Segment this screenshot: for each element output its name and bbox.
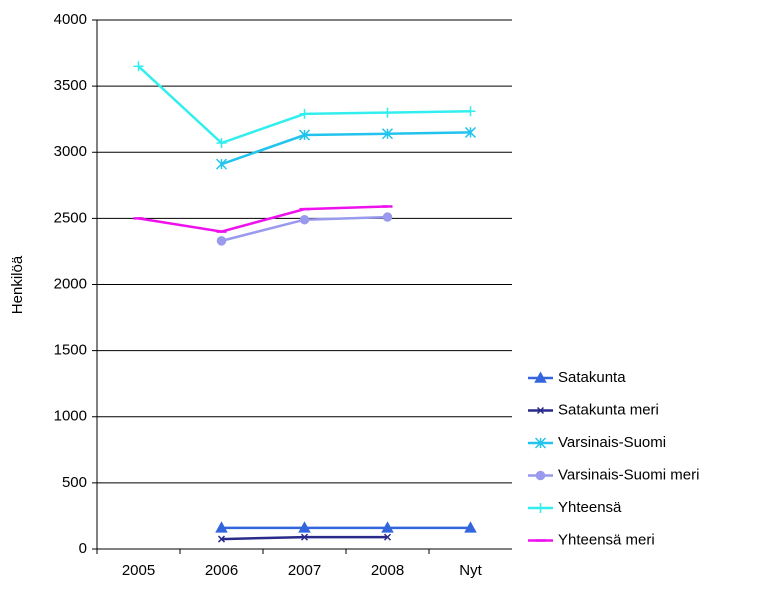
marker	[534, 437, 547, 449]
marker	[215, 158, 228, 170]
x-tick-label: 2008	[371, 562, 404, 579]
marker	[535, 470, 546, 481]
legend-label: Yhteensä meri	[558, 531, 655, 548]
marker	[298, 521, 311, 533]
marker	[300, 533, 309, 541]
legend-label: Varsinais-Suomi meri	[558, 466, 699, 483]
series-line	[221, 131, 471, 166]
marker	[535, 503, 546, 513]
marker	[382, 212, 393, 222]
marker	[536, 406, 545, 415]
marker	[381, 128, 394, 140]
x-tick-label: Nyt	[459, 562, 482, 579]
legend-label: Varsinais-Suomi	[558, 434, 666, 451]
legend-label: Satakunta meri	[558, 401, 659, 418]
marker	[215, 521, 228, 533]
marker	[465, 106, 476, 117]
y-tick-label: 1000	[54, 408, 87, 425]
series-line	[138, 205, 388, 233]
marker	[133, 61, 144, 72]
y-tick-label: 2000	[54, 275, 87, 292]
marker	[298, 129, 311, 141]
marker	[534, 371, 547, 383]
marker	[381, 521, 394, 533]
x-tick-label: 2005	[122, 562, 155, 579]
y-tick-label: 2500	[54, 209, 87, 226]
y-tick-label: 3500	[54, 77, 87, 94]
y-tick-label: 0	[79, 540, 87, 557]
marker	[217, 535, 226, 543]
y-tick-label: 500	[62, 474, 87, 491]
marker	[299, 108, 310, 119]
marker	[383, 533, 392, 541]
y-tick-label: 1500	[54, 342, 87, 359]
marker	[216, 137, 227, 148]
y-axis-label: Henkilöä	[9, 255, 26, 314]
x-tick-label: 2007	[288, 562, 321, 579]
x-tick-label: 2006	[205, 562, 238, 579]
legend-label: Yhteensä	[558, 499, 622, 516]
marker	[382, 107, 393, 118]
y-tick-label: 4000	[54, 11, 87, 28]
marker	[464, 521, 477, 533]
marker	[216, 236, 227, 246]
marker	[299, 214, 310, 225]
legend-label: Satakunta	[558, 369, 626, 386]
y-tick-label: 3000	[54, 143, 87, 160]
marker	[464, 126, 477, 138]
